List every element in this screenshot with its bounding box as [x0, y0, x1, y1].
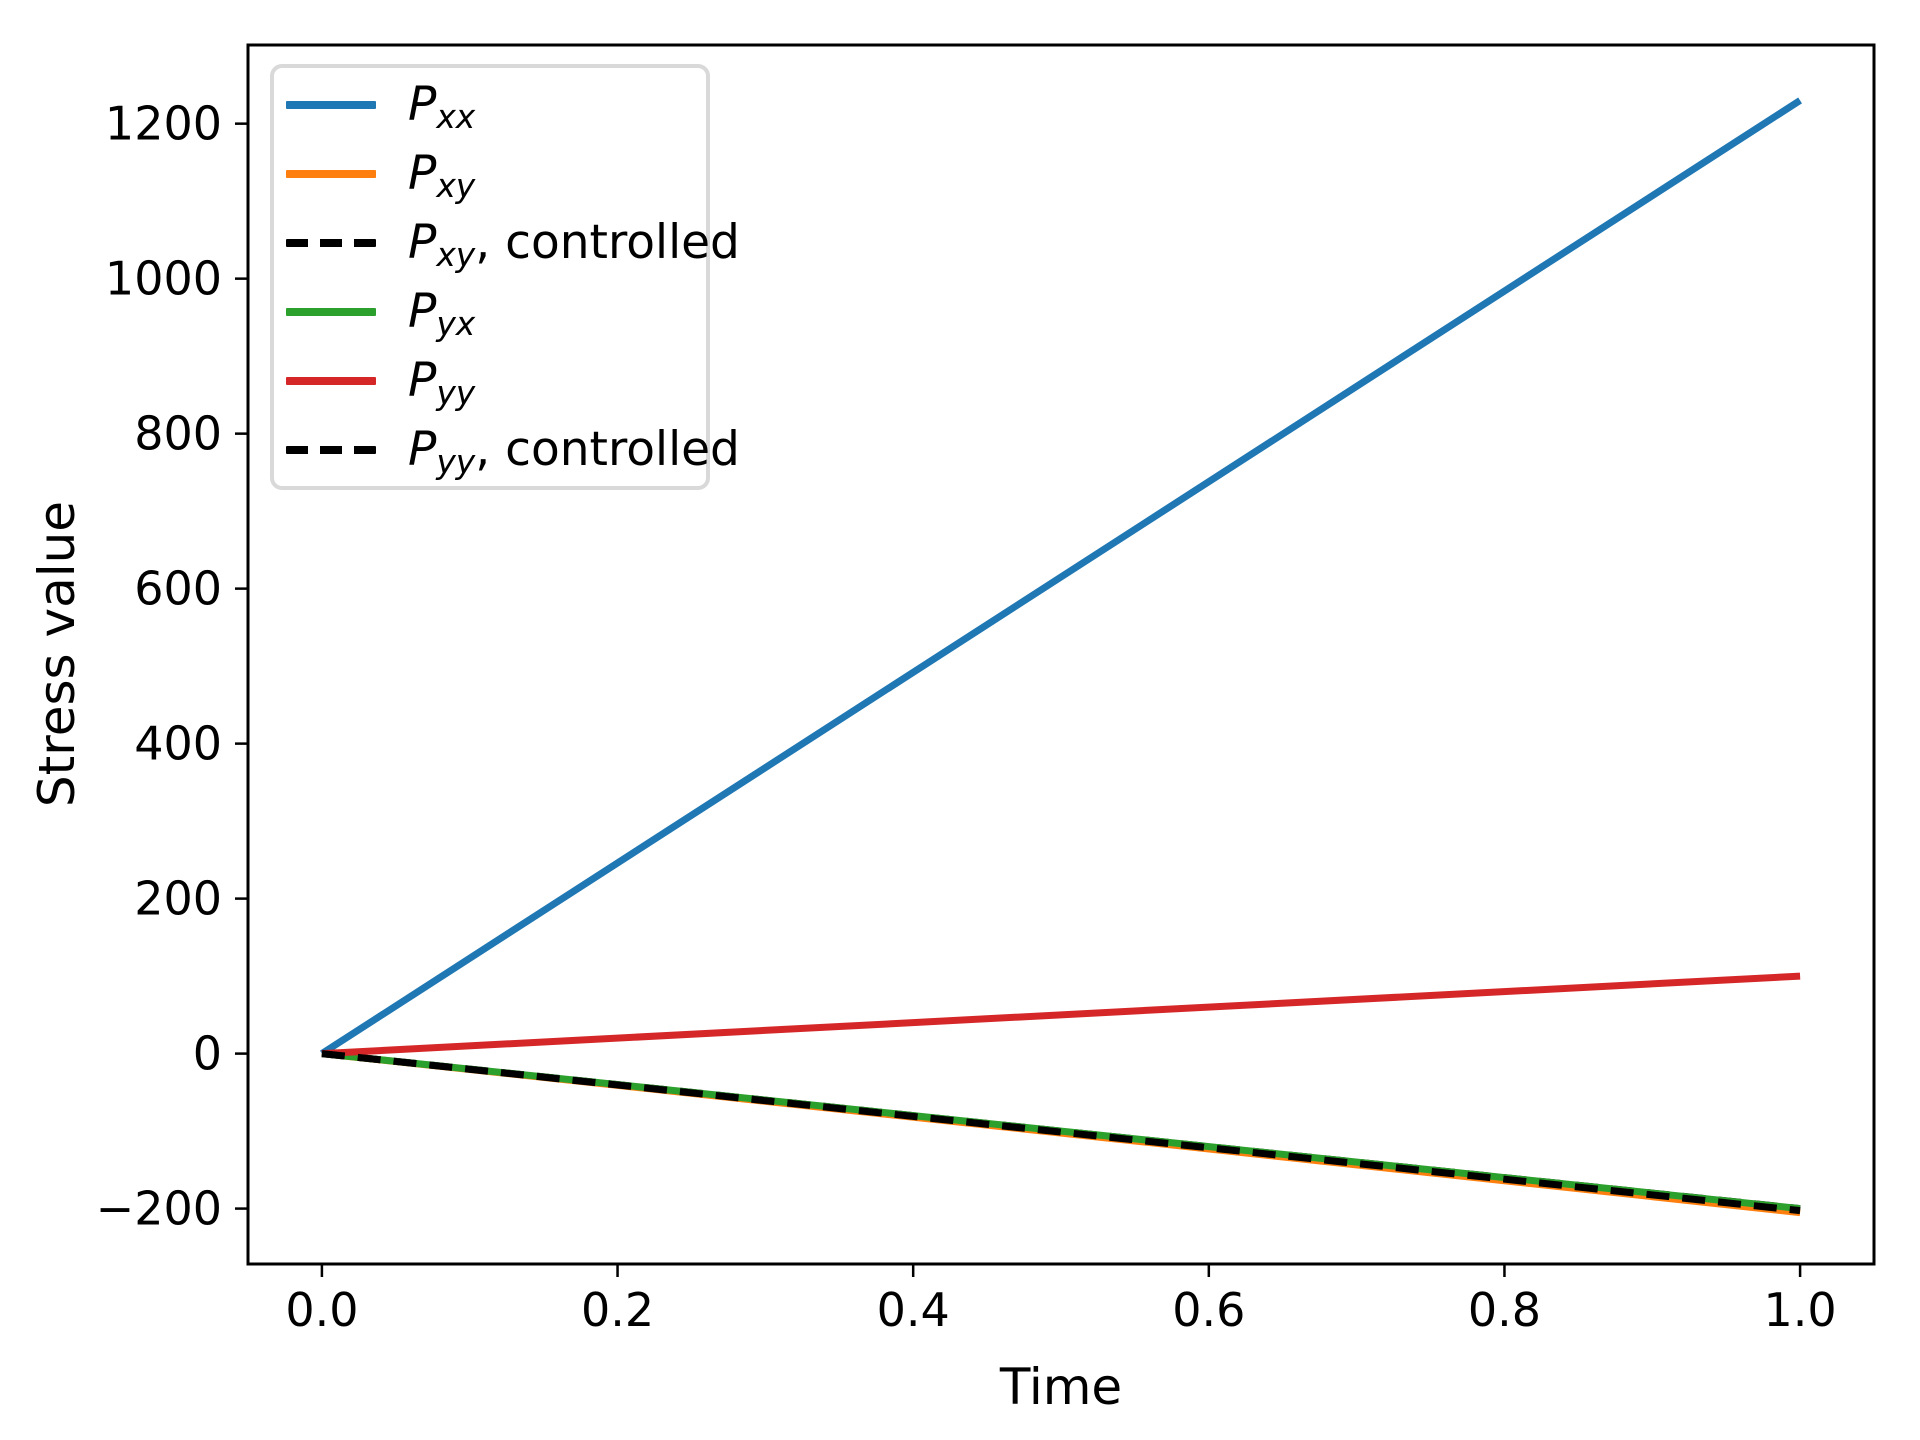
legend-item-6: Pyy, controlled	[274, 415, 740, 484]
y-tick-label: 200	[134, 872, 222, 926]
x-tick-label: 1.0	[1764, 1283, 1837, 1337]
legend-item-label: Pxy, controlled	[408, 215, 740, 275]
y-axis-label: Stress value	[28, 500, 86, 808]
x-tick-label: 0.0	[285, 1283, 358, 1337]
legend-line-sample	[286, 307, 376, 316]
legend-line-sample	[286, 376, 376, 385]
legend-dashed-line-sample	[286, 238, 376, 247]
legend-item-label: Pyy, controlled	[408, 422, 740, 482]
legend-item-label: Pxx	[408, 77, 476, 137]
y-tick-label: 400	[134, 717, 222, 771]
legend-item-label: Pxy	[408, 146, 476, 206]
series-line-6	[321, 1050, 1801, 1215]
x-tick-label: 0.4	[877, 1283, 950, 1337]
legend-dashed-line-sample	[286, 445, 376, 454]
legend: Pxx Pxy Pxy, controlled Pyx Pyy Pyy, controll…	[270, 64, 740, 490]
y-tick-label: 1000	[105, 252, 222, 306]
legend-item-5: Pyy	[274, 346, 706, 415]
x-axis-label: Time	[999, 1358, 1123, 1416]
y-tick-label: 600	[134, 562, 222, 616]
y-tick-label: −200	[96, 1182, 222, 1236]
x-tick-label: 0.8	[1468, 1283, 1541, 1337]
y-tick-label: 800	[134, 407, 222, 461]
y-tick-label: 0	[193, 1027, 222, 1081]
legend-item-label: Pyy	[408, 353, 476, 413]
legend-item-1: Pxx	[274, 70, 706, 139]
legend-item-label: Pyx	[408, 284, 476, 344]
series-line-1	[320, 97, 1802, 1057]
axes-frame	[246, 43, 1876, 1266]
legend-item-2: Pxy	[274, 139, 706, 208]
x-tick-label: 0.2	[581, 1283, 654, 1337]
x-tick-label: 0.6	[1172, 1283, 1245, 1337]
legend-item-3: Pxy, controlled	[274, 208, 740, 277]
series-line-5	[321, 972, 1801, 1058]
y-tick-label: 1200	[105, 97, 222, 151]
legend-item-4: Pyx	[274, 277, 706, 346]
legend-line-sample	[286, 100, 376, 109]
legend-line-sample	[286, 169, 376, 178]
